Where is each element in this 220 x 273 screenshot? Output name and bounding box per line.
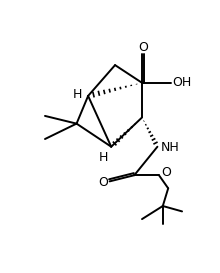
Text: H: H xyxy=(99,151,108,164)
Text: O: O xyxy=(161,167,171,179)
Text: NH: NH xyxy=(161,141,179,154)
Text: OH: OH xyxy=(172,76,191,89)
Text: H: H xyxy=(73,88,82,101)
Text: O: O xyxy=(139,41,148,54)
Text: O: O xyxy=(98,176,108,189)
